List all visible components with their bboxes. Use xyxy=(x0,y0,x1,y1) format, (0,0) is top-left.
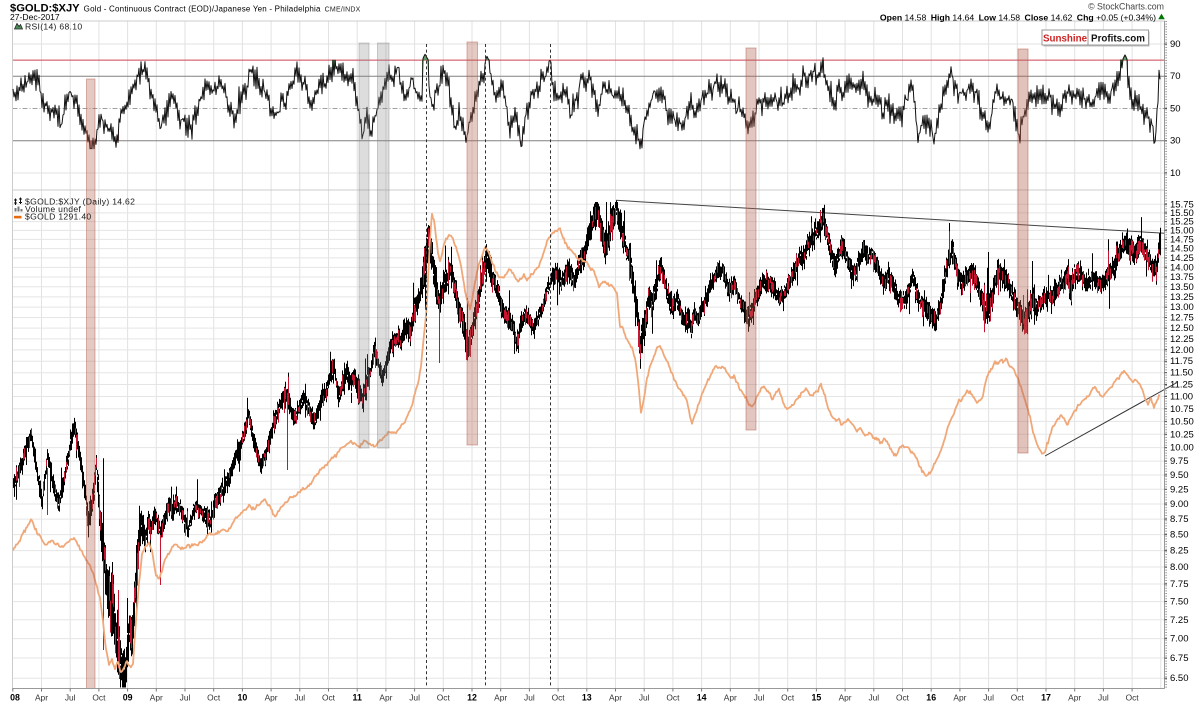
svg-text:Volume undef: Volume undef xyxy=(25,204,81,214)
svg-text:Oct: Oct xyxy=(322,693,336,703)
svg-text:8.50: 8.50 xyxy=(1170,530,1189,541)
svg-text:14.25: 14.25 xyxy=(1170,253,1194,264)
svg-text:13: 13 xyxy=(582,693,592,703)
svg-text:RSI(14) 68.10: RSI(14) 68.10 xyxy=(25,22,82,32)
svg-text:Apr: Apr xyxy=(35,693,48,703)
svg-text:Sunshine: Sunshine xyxy=(1043,34,1088,45)
svg-text:Apr: Apr xyxy=(953,693,966,703)
svg-text:15: 15 xyxy=(812,693,822,703)
svg-text:6.50: 6.50 xyxy=(1170,673,1189,684)
svg-text:Apr: Apr xyxy=(1068,693,1081,703)
svg-text:13.50: 13.50 xyxy=(1170,282,1194,293)
svg-text:© StockCharts.com: © StockCharts.com xyxy=(1088,2,1164,12)
svg-text:15.00: 15.00 xyxy=(1170,225,1194,236)
svg-text:Oct: Oct xyxy=(437,693,451,703)
svg-text:Jul: Jul xyxy=(524,693,535,703)
svg-text:7.75: 7.75 xyxy=(1170,579,1189,590)
svg-text:11.75: 11.75 xyxy=(1170,356,1193,367)
svg-text:10: 10 xyxy=(238,693,248,703)
svg-text:Jul: Jul xyxy=(1098,693,1109,703)
svg-text:Oct: Oct xyxy=(1011,693,1025,703)
svg-text:Jul: Jul xyxy=(868,693,879,703)
svg-text:12.00: 12.00 xyxy=(1170,345,1194,356)
svg-text:8.00: 8.00 xyxy=(1170,562,1189,573)
svg-text:90: 90 xyxy=(1170,39,1181,50)
svg-text:70: 70 xyxy=(1170,71,1181,82)
svg-text:12.50: 12.50 xyxy=(1170,323,1194,334)
svg-text:15.75: 15.75 xyxy=(1170,199,1194,210)
svg-text:Oct: Oct xyxy=(92,693,106,703)
svg-text:Oct: Oct xyxy=(896,693,910,703)
svg-text:30: 30 xyxy=(1170,136,1181,147)
svg-text:$GOLD 1291.40: $GOLD 1291.40 xyxy=(25,212,92,222)
svg-text:Oct: Oct xyxy=(207,693,221,703)
svg-text:Jul: Jul xyxy=(409,693,420,703)
svg-text:11.25: 11.25 xyxy=(1170,380,1193,391)
svg-text:Oct: Oct xyxy=(552,693,566,703)
svg-text:14.00: 14.00 xyxy=(1170,262,1194,273)
svg-text:14: 14 xyxy=(697,693,707,703)
svg-text:08: 08 xyxy=(10,693,20,703)
svg-text:Jul: Jul xyxy=(639,693,650,703)
svg-text:Jul: Jul xyxy=(294,693,305,703)
svg-text:Oct: Oct xyxy=(1126,693,1140,703)
svg-text:11.00: 11.00 xyxy=(1170,392,1193,403)
svg-text:9.75: 9.75 xyxy=(1170,456,1189,467)
svg-text:6.75: 6.75 xyxy=(1170,653,1189,664)
svg-text:11.50: 11.50 xyxy=(1170,368,1193,379)
svg-text:7.50: 7.50 xyxy=(1170,597,1189,608)
svg-text:10.75: 10.75 xyxy=(1170,404,1194,415)
svg-text:Open 14.58 High 14.64 Low 14.5: Open 14.58 High 14.64 Low 14.58 Close 14… xyxy=(880,13,1156,23)
svg-text:10: 10 xyxy=(1170,168,1181,179)
svg-text:$GOLD:$XJY (Daily) 14.62: $GOLD:$XJY (Daily) 14.62 xyxy=(25,197,135,207)
svg-text:Oct: Oct xyxy=(666,693,680,703)
svg-text:Apr: Apr xyxy=(265,693,278,703)
svg-text:9.00: 9.00 xyxy=(1170,499,1189,510)
svg-text:Jul: Jul xyxy=(983,693,994,703)
svg-text:13.00: 13.00 xyxy=(1170,302,1194,313)
svg-text:8.75: 8.75 xyxy=(1170,514,1189,525)
svg-text:Profits.com: Profits.com xyxy=(1091,34,1145,45)
svg-text:10.00: 10.00 xyxy=(1170,443,1194,454)
svg-text:Oct: Oct xyxy=(781,693,795,703)
svg-text:Jul: Jul xyxy=(754,693,765,703)
svg-text:13.75: 13.75 xyxy=(1170,272,1194,283)
svg-text:27-Dec-2017: 27-Dec-2017 xyxy=(10,12,60,22)
svg-text:Apr: Apr xyxy=(150,693,163,703)
svg-text:14.75: 14.75 xyxy=(1170,234,1194,245)
svg-text:11: 11 xyxy=(353,693,362,703)
svg-text:12.75: 12.75 xyxy=(1170,313,1194,324)
svg-text:09: 09 xyxy=(123,693,133,703)
svg-text:Apr: Apr xyxy=(609,693,622,703)
svg-text:9.50: 9.50 xyxy=(1170,470,1189,481)
svg-text:10.25: 10.25 xyxy=(1170,429,1194,440)
svg-text:Apr: Apr xyxy=(724,693,737,703)
svg-text:Apr: Apr xyxy=(494,693,507,703)
svg-text:16: 16 xyxy=(926,693,936,703)
svg-text:8.25: 8.25 xyxy=(1170,546,1189,557)
svg-text:14.50: 14.50 xyxy=(1170,244,1194,255)
svg-text:50: 50 xyxy=(1170,104,1181,115)
svg-text:17: 17 xyxy=(1041,693,1051,703)
svg-text:Jul: Jul xyxy=(180,693,191,703)
svg-text:10.50: 10.50 xyxy=(1170,416,1194,427)
svg-text:7.25: 7.25 xyxy=(1170,615,1189,626)
svg-text:13.25: 13.25 xyxy=(1170,292,1194,303)
svg-text:15.50: 15.50 xyxy=(1170,208,1194,219)
svg-text:7.00: 7.00 xyxy=(1170,634,1189,645)
svg-text:Apr: Apr xyxy=(839,693,852,703)
svg-text:Apr: Apr xyxy=(379,693,392,703)
svg-text:Jul: Jul xyxy=(65,693,76,703)
svg-text:15.25: 15.25 xyxy=(1170,217,1194,228)
svg-text:12: 12 xyxy=(467,693,477,703)
svg-text:12.25: 12.25 xyxy=(1170,334,1194,345)
svg-text:9.25: 9.25 xyxy=(1170,484,1189,495)
